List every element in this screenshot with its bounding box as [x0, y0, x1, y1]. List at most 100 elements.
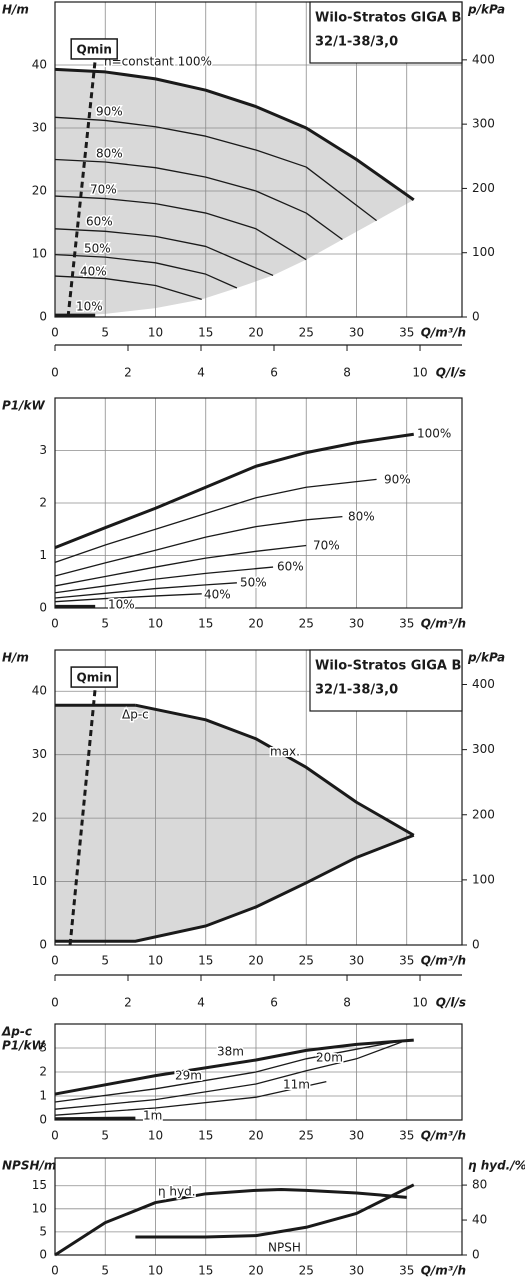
qmin-box [70, 666, 118, 688]
y-tick-label: 15 [32, 1178, 47, 1192]
x-axis-label: Q/m³/h [421, 1129, 466, 1143]
y-tick-label: 3 [39, 443, 47, 457]
y2-axis-label: p/kPa [467, 3, 505, 17]
curve [54, 1041, 402, 1110]
x-tick-label: 20 [248, 1264, 263, 1278]
operating-range [55, 69, 414, 317]
x-tick-label: 10 [148, 617, 163, 631]
x-axis-label: Q/m³/h [421, 617, 466, 631]
chart-title: Wilo-Stratos GIGA B [315, 11, 461, 26]
x-tick-label: 25 [299, 954, 314, 968]
y2-tick-label: 100 [472, 872, 495, 886]
y-tick-label: 2 [39, 1065, 47, 1079]
y2-tick-label: 100 [472, 245, 495, 259]
y-tick-label: 20 [32, 811, 47, 825]
curve-label: 50% [84, 242, 111, 256]
y2-axis-label: η hyd./% [468, 1159, 525, 1173]
y-tick-label: 40 [32, 684, 47, 698]
chart-subtitle: 32/1-38/3,0 [315, 683, 398, 698]
y2-tick-label: 400 [472, 52, 495, 66]
x2-tick-label: 4 [197, 996, 205, 1010]
y-tick-label: 0 [39, 1248, 47, 1262]
x-tick-label: 5 [101, 326, 109, 340]
curve [54, 1187, 407, 1257]
x-tick-label: 25 [299, 1129, 314, 1143]
x-tick-label: 10 [148, 1129, 163, 1143]
qmin-label: Qmin [77, 42, 112, 56]
x2-tick-label: 2 [124, 996, 132, 1010]
curve [66, 59, 97, 318]
x2-tick-label: 8 [343, 366, 351, 380]
x-tick-label: 30 [349, 617, 364, 631]
x2-tick-label: 8 [343, 996, 351, 1010]
curve [54, 544, 307, 587]
y-axis-label: Δp-c [1, 1025, 32, 1039]
x-tick-label: 0 [51, 1264, 59, 1278]
range-boundary-line [55, 833, 415, 943]
x-tick-label: 15 [198, 617, 213, 631]
x-tick-label: 15 [198, 1264, 213, 1278]
curve [54, 195, 307, 261]
curve [54, 253, 238, 289]
y-tick-label: 30 [32, 747, 47, 761]
x-tick-label: 0 [51, 326, 59, 340]
plot-frame [54, 397, 463, 609]
qmin-box [70, 38, 118, 60]
curve [54, 1080, 327, 1116]
curve-label: 29m [175, 1069, 202, 1083]
curve-label: 38m [217, 1045, 244, 1059]
y-tick-label: 10 [32, 1201, 47, 1215]
plot-frame [54, 1023, 463, 1121]
y-tick-label: 20 [32, 184, 47, 198]
x2-tick-label: 0 [51, 366, 59, 380]
x2-axis-label: Q/l/s [436, 996, 466, 1010]
y2-tick-label: 300 [472, 742, 495, 756]
curve [54, 275, 202, 300]
curve-label: 50% [240, 576, 267, 590]
y-tick-label: 5 [39, 1224, 47, 1238]
x-tick-label: 0 [51, 1129, 59, 1143]
x-axis-label: Q/m³/h [421, 326, 466, 340]
curve [54, 158, 343, 241]
x-tick-label: 10 [148, 1264, 163, 1278]
x-tick-label: 20 [248, 1129, 263, 1143]
curve [54, 67, 415, 202]
curve-label: 11m [283, 1078, 310, 1092]
y2-tick-label: 0 [472, 1248, 480, 1262]
x-tick-label: 30 [349, 326, 364, 340]
x2-tick-label: 2 [124, 366, 132, 380]
y-axis-label: H/m [2, 651, 29, 665]
x2-tick-label: 6 [270, 366, 278, 380]
y2-tick-label: 200 [472, 807, 495, 821]
curve [54, 116, 377, 222]
y-tick-label: 1 [39, 548, 47, 562]
y2-tick-label: 200 [472, 181, 495, 195]
x-tick-label: 0 [51, 954, 59, 968]
curve-label: max. [270, 745, 300, 759]
curve-label: 40% [204, 588, 231, 602]
y-tick-label: 3 [39, 1041, 47, 1055]
y2-tick-label: 300 [472, 117, 495, 131]
x-tick-label: 5 [101, 1264, 109, 1278]
y-tick-label: 0 [39, 1113, 47, 1127]
x-tick-label: 35 [399, 617, 414, 631]
chart-title: Wilo-Stratos GIGA B [315, 659, 461, 674]
title-box [309, 1, 463, 64]
y2-tick-label: 80 [472, 1178, 487, 1192]
x-tick-label: 25 [299, 326, 314, 340]
curve [68, 687, 97, 946]
x-tick-label: 35 [399, 326, 414, 340]
x-tick-label: 15 [198, 326, 213, 340]
x-tick-label: 30 [349, 954, 364, 968]
x-tick-label: 0 [51, 617, 59, 631]
curve [54, 478, 377, 563]
curve [54, 1040, 402, 1103]
x-tick-label: 35 [399, 954, 414, 968]
curve [54, 1116, 136, 1121]
x-tick-label: 15 [198, 954, 213, 968]
curve-label: n=constant 100% [104, 55, 212, 69]
x-tick-label: 20 [248, 617, 263, 631]
x-tick-label: 5 [101, 1129, 109, 1143]
x2-tick-label: 10 [412, 366, 427, 380]
